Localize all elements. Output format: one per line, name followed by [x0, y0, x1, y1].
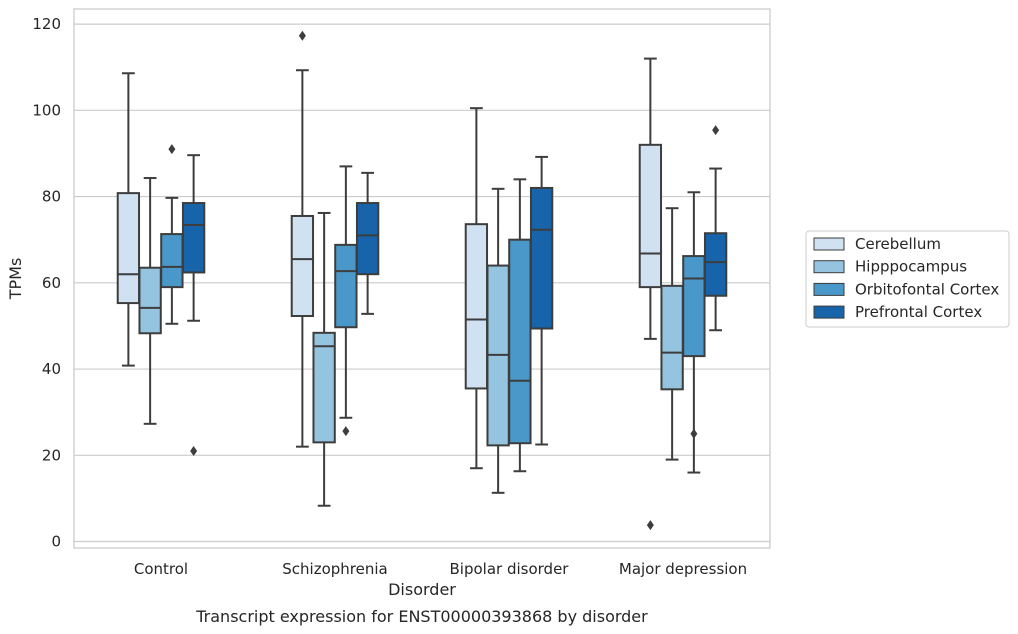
box-body — [660, 284, 684, 391]
box-hipppocampus — [312, 211, 336, 507]
box-orbitofontal-cortex — [682, 191, 706, 474]
y-tick-label: 60 — [42, 274, 61, 292]
box-cerebellum — [464, 107, 489, 470]
legend-frame — [805, 230, 1010, 328]
outlier-point — [190, 445, 198, 456]
x-axis-ticks: Control Schizophrenia Bipolar disorder Majo… — [134, 560, 747, 578]
box-orbitofontal-cortex — [508, 178, 532, 473]
outlier-point — [168, 144, 176, 155]
box-prefrontal-cortex — [181, 154, 206, 456]
legend-label: Cerebellum — [855, 235, 941, 253]
outlier-point — [646, 520, 654, 531]
box-cerebellum — [638, 57, 663, 531]
legend-label: Hipppocampus — [855, 258, 967, 276]
box-body — [334, 243, 358, 329]
legend: Cerebellum Hipppocampus Orbitofontal Corte… — [805, 230, 1010, 328]
box-hipppocampus — [486, 187, 510, 494]
box-cerebellum — [290, 30, 315, 448]
y-tick-label: 20 — [42, 446, 61, 464]
y-tick-label: 0 — [51, 533, 61, 551]
box-body — [181, 202, 206, 274]
box-body — [312, 331, 336, 444]
box-body — [464, 223, 489, 390]
y-tick-label: 40 — [42, 360, 61, 378]
legend-swatch — [813, 260, 845, 274]
box-series — [116, 30, 728, 531]
box-cerebellum — [116, 72, 141, 367]
box-prefrontal-cortex — [529, 155, 554, 446]
box-body — [703, 232, 728, 297]
plot-frame — [73, 8, 771, 549]
x-tick-label: Bipolar disorder — [450, 560, 570, 578]
box-prefrontal-cortex — [355, 171, 380, 315]
legend-swatch — [813, 237, 845, 251]
legend-label: Prefrontal Cortex — [855, 303, 982, 321]
gridlines — [74, 23, 770, 543]
y-tick-label: 120 — [32, 15, 61, 33]
box-body — [508, 238, 532, 445]
box-body — [682, 255, 706, 358]
legend-swatch — [813, 305, 845, 319]
outlier-point — [690, 428, 698, 439]
figure-caption: Transcript expression for ENST0000039386… — [195, 607, 648, 626]
x-tick-label: Schizophrenia — [282, 560, 387, 578]
outlier-point — [712, 125, 720, 136]
box-hipppocampus — [138, 177, 162, 425]
y-axis-title: TPMs — [6, 258, 25, 301]
x-tick-label: Major depression — [619, 560, 747, 578]
box-body — [290, 214, 315, 318]
box-prefrontal-cortex — [703, 125, 728, 332]
box-body — [529, 186, 554, 330]
box-body — [355, 202, 380, 276]
box-body — [116, 192, 141, 305]
outlier-point — [298, 30, 306, 41]
x-axis-title: Disorder — [388, 580, 456, 599]
legend-swatch — [813, 282, 845, 296]
y-tick-label: 80 — [42, 188, 61, 206]
box-orbitofontal-cortex — [334, 165, 358, 437]
y-tick-label: 100 — [32, 101, 61, 119]
legend-items: Cerebellum Hipppocampus Orbitofontal Corte… — [813, 235, 999, 321]
y-axis-ticks: 0 20 40 60 80 100 120 — [32, 15, 61, 550]
box-body — [138, 266, 162, 335]
box-body — [160, 233, 184, 289]
legend-label: Orbitofontal Cortex — [855, 280, 999, 298]
box-hipppocampus — [660, 207, 684, 461]
outlier-point — [342, 426, 350, 437]
box-body — [638, 143, 663, 289]
x-tick-label: Control — [134, 560, 188, 578]
